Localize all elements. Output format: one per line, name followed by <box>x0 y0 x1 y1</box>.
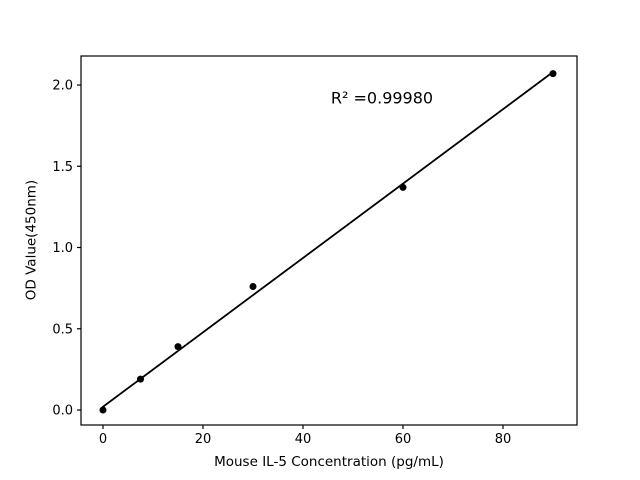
y-axis-ticks <box>77 84 81 411</box>
data-point <box>549 70 557 78</box>
trend-line <box>102 71 554 408</box>
data-point <box>99 406 107 414</box>
y-axis-label: OD Value(450nm) <box>24 180 40 300</box>
x-tick-label: 80 <box>495 432 512 447</box>
y-tick-label: 1.0 <box>52 241 73 256</box>
data-point <box>399 183 407 191</box>
y-tick-label: 0.0 <box>52 404 73 419</box>
y-axis-tick-labels: 0.0 0.5 1.0 1.5 2.0 <box>52 79 73 419</box>
x-tick-label: 20 <box>195 432 212 447</box>
x-axis-ticks <box>102 425 504 429</box>
x-axis-tick-labels: 0 20 40 60 80 <box>99 432 511 447</box>
x-tick-label: 60 <box>395 432 412 447</box>
series-layer <box>99 70 557 414</box>
y-tick-label: 2.0 <box>52 79 73 94</box>
y-tick-label: 0.5 <box>52 322 73 337</box>
data-point <box>249 283 257 291</box>
r-squared-annotation: R² =0.99980 <box>331 89 433 108</box>
y-tick-label: 1.5 <box>52 160 73 175</box>
data-point <box>137 375 144 383</box>
x-axis-label: Mouse IL-5 Concentration (pg/mL) <box>214 454 444 470</box>
x-tick-label: 0 <box>99 432 107 447</box>
plot-frame <box>80 55 578 426</box>
x-tick-label: 40 <box>295 432 312 447</box>
data-point <box>174 343 182 351</box>
